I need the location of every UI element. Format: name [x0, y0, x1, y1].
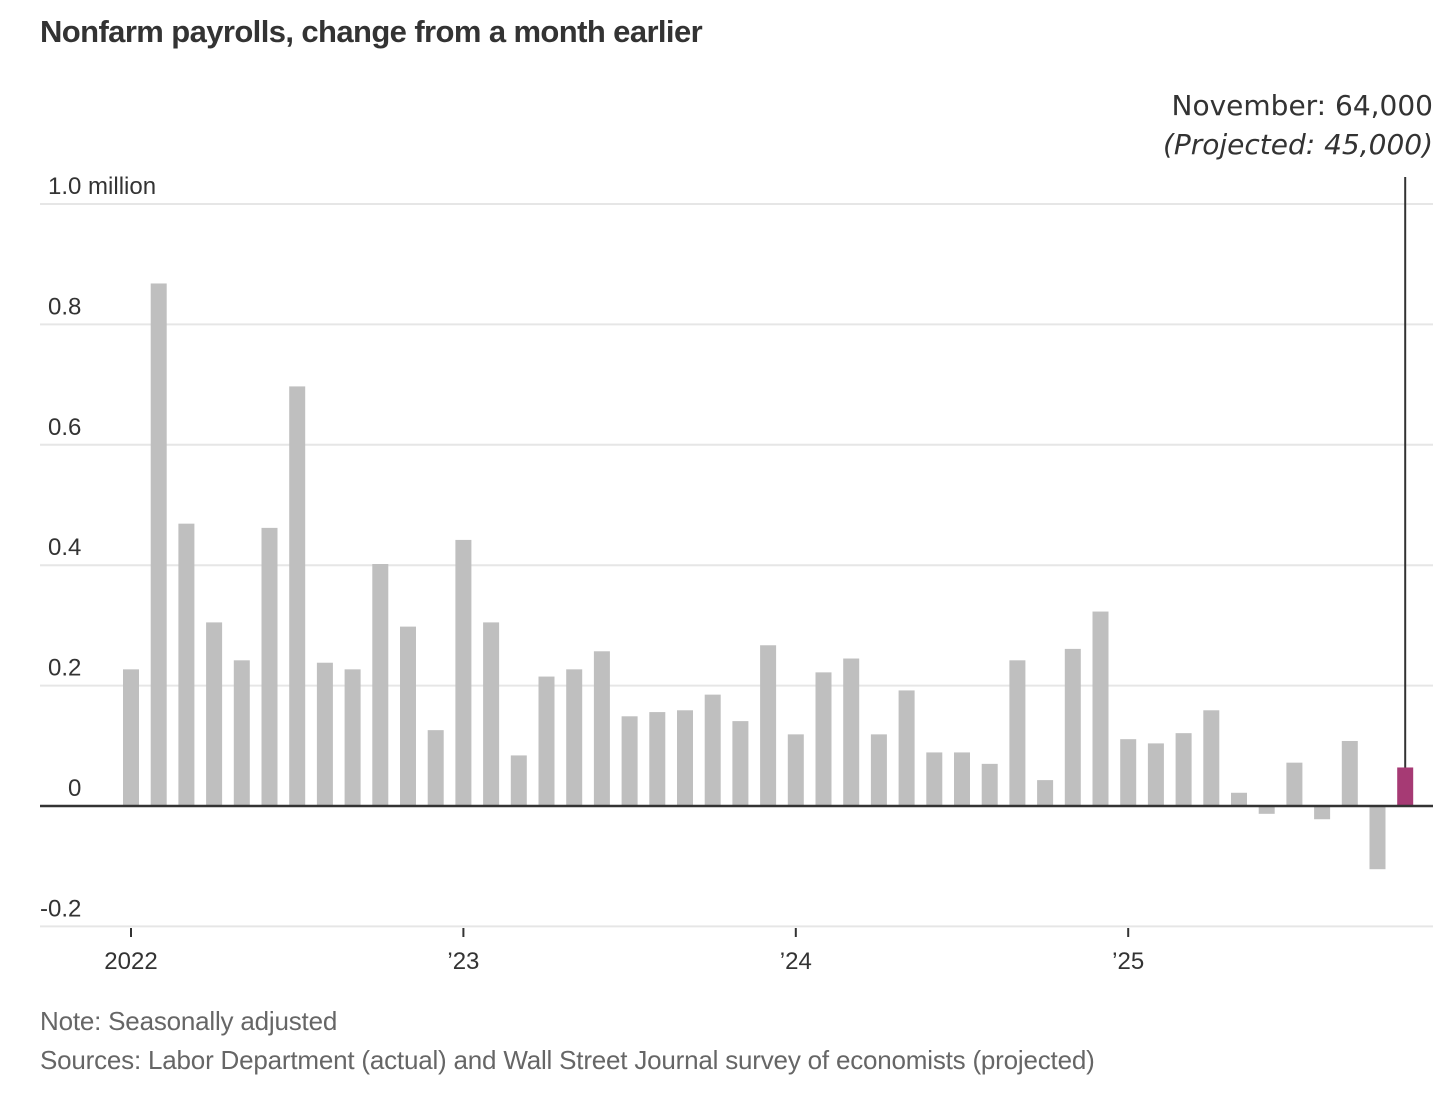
bar — [593, 651, 610, 806]
bar — [981, 763, 998, 806]
footnote-note: Note: Seasonally adjusted — [40, 1006, 338, 1036]
footnote-sources: Sources: Labor Department (actual) and W… — [40, 1045, 1095, 1075]
bar — [206, 622, 223, 806]
y-tick-label: 0 — [68, 775, 81, 802]
bar — [649, 712, 666, 806]
bar — [954, 752, 970, 806]
bar — [870, 734, 887, 806]
bar — [261, 527, 278, 806]
x-tick-label: ’23 — [447, 948, 479, 975]
bar — [427, 730, 444, 806]
bar — [344, 669, 361, 806]
bar — [233, 660, 250, 806]
bar — [732, 721, 749, 806]
bar — [621, 716, 638, 806]
bar-highlighted — [1397, 767, 1414, 806]
chart-plot: -0.2 0 0.2 0.4 0.6 0.8 1.0 million 2022 ’23 ’24 ’… — [40, 89, 1433, 975]
bar — [455, 539, 472, 806]
y-tick-label: 0.6 — [48, 414, 81, 441]
bar — [178, 523, 195, 806]
bar — [1120, 739, 1137, 806]
annotation: November: 64,000 (Projected: 45,000) — [1163, 89, 1433, 768]
annotation-projected: (Projected: 45,000) — [1163, 128, 1433, 161]
x-tick-label: 2022 — [104, 948, 157, 975]
bar — [898, 690, 915, 806]
bar — [289, 386, 306, 806]
y-tick-label: 0.8 — [48, 293, 81, 320]
bar — [815, 672, 832, 806]
bars — [123, 283, 1414, 870]
bar — [123, 669, 139, 806]
y-tick-label: -0.2 — [40, 895, 81, 922]
bar — [372, 563, 389, 806]
bar — [1064, 648, 1081, 806]
bar — [566, 669, 583, 806]
annotation-value: November: 64,000 — [1172, 89, 1433, 122]
bar — [843, 658, 860, 806]
bar — [1369, 806, 1386, 870]
bar — [787, 734, 804, 806]
x-axis: 2022 ’23 ’24 ’25 — [40, 804, 1433, 975]
bar — [1314, 806, 1331, 820]
y-axis-labels: -0.2 0 0.2 0.4 0.6 0.8 1.0 million — [40, 173, 156, 922]
bar — [316, 662, 333, 806]
bar — [510, 755, 527, 806]
bar — [150, 283, 167, 806]
bar — [400, 626, 416, 806]
x-tick-label: ’24 — [780, 948, 812, 975]
bar — [677, 710, 693, 806]
bar — [1286, 762, 1303, 806]
bar — [1147, 743, 1164, 806]
bar — [760, 645, 777, 806]
bar — [1009, 660, 1026, 806]
y-tick-label: 0.2 — [48, 655, 81, 682]
bar — [704, 694, 721, 806]
chart-title: Nonfarm payrolls, change from a month ea… — [40, 14, 703, 49]
bar — [483, 622, 500, 806]
bar — [1231, 792, 1247, 806]
bar — [926, 752, 943, 806]
bar — [1092, 611, 1109, 806]
bar — [1258, 806, 1275, 814]
bar — [1037, 780, 1054, 806]
bar — [538, 676, 555, 806]
bar — [1203, 710, 1220, 806]
y-tick-label: 0.4 — [48, 534, 81, 561]
bar — [1175, 733, 1192, 806]
bar — [1341, 740, 1358, 806]
x-tick-label: ’25 — [1112, 948, 1144, 975]
y-tick-label: 1.0 million — [48, 173, 156, 200]
gridlines — [40, 203, 1433, 928]
